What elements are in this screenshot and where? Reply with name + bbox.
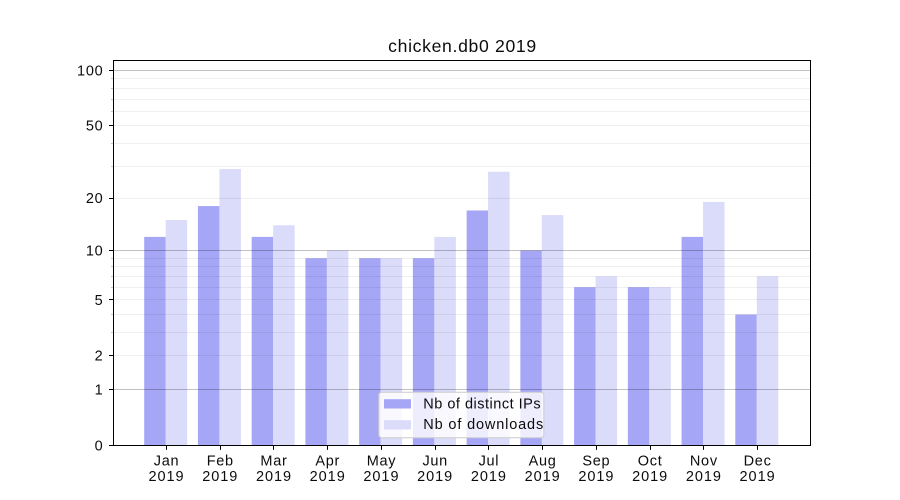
- svg-text:2019: 2019: [417, 469, 453, 485]
- svg-text:chicken.db0 2019: chicken.db0 2019: [388, 36, 537, 56]
- svg-text:Nb of distinct IPs: Nb of distinct IPs: [423, 397, 541, 413]
- svg-text:Mar: Mar: [260, 453, 287, 469]
- svg-text:Aug: Aug: [529, 453, 557, 469]
- svg-text:2019: 2019: [525, 469, 561, 485]
- svg-text:20: 20: [86, 191, 104, 207]
- svg-text:2019: 2019: [363, 469, 399, 485]
- svg-text:Feb: Feb: [207, 453, 234, 469]
- svg-text:Jul: Jul: [479, 453, 500, 469]
- svg-text:Nb of downloads: Nb of downloads: [423, 417, 544, 433]
- svg-text:Apr: Apr: [315, 453, 340, 469]
- svg-text:50: 50: [86, 119, 104, 135]
- svg-text:2019: 2019: [310, 469, 346, 485]
- svg-text:1: 1: [95, 382, 104, 398]
- svg-text:Jan: Jan: [154, 453, 179, 469]
- svg-text:10: 10: [86, 243, 104, 259]
- svg-text:0: 0: [95, 438, 104, 454]
- svg-text:Sep: Sep: [582, 453, 610, 469]
- svg-text:Oct: Oct: [638, 453, 663, 469]
- svg-text:Jun: Jun: [422, 453, 447, 469]
- svg-text:2019: 2019: [632, 469, 668, 485]
- svg-text:Dec: Dec: [744, 453, 772, 469]
- svg-text:2019: 2019: [256, 469, 292, 485]
- svg-text:2019: 2019: [202, 469, 238, 485]
- svg-text:Nov: Nov: [690, 453, 718, 469]
- svg-text:2019: 2019: [471, 469, 507, 485]
- svg-text:5: 5: [95, 293, 104, 309]
- svg-text:2: 2: [95, 349, 104, 365]
- svg-text:May: May: [367, 453, 397, 469]
- svg-text:2019: 2019: [578, 469, 614, 485]
- svg-text:2019: 2019: [148, 469, 184, 485]
- svg-text:2019: 2019: [686, 469, 722, 485]
- svg-text:2019: 2019: [740, 469, 776, 485]
- svg-text:100: 100: [77, 63, 103, 79]
